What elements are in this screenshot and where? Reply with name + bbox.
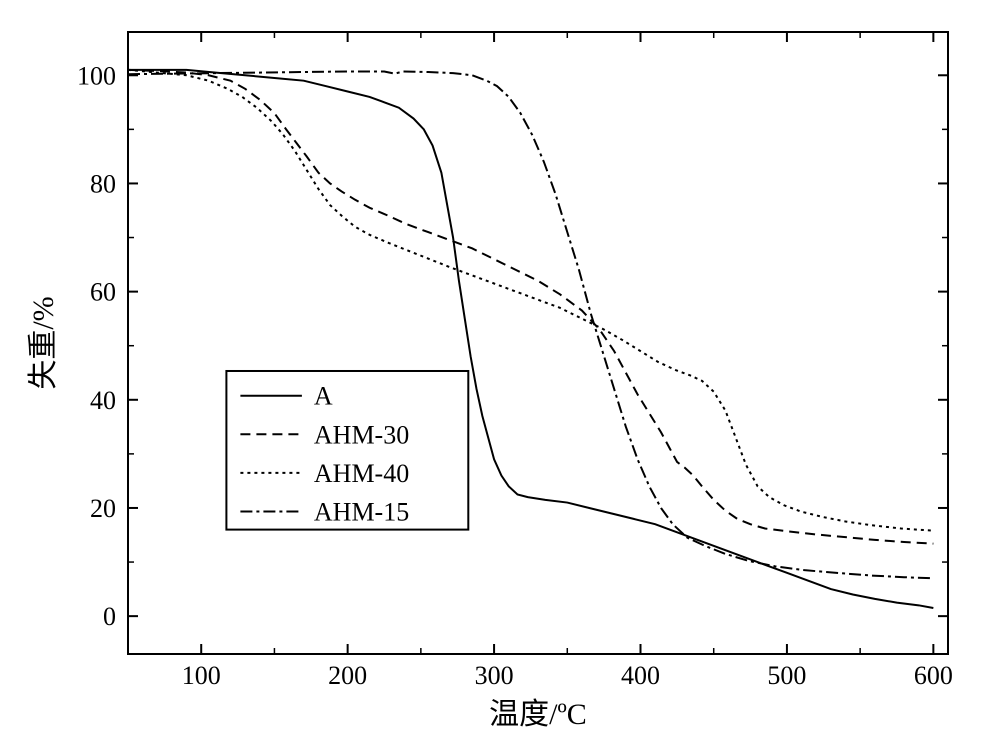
legend-label-AHM-40: AHM-40 — [314, 459, 409, 488]
x-axis-label: 温度/ºC — [489, 698, 587, 731]
y-tick-label: 40 — [90, 386, 116, 415]
y-tick-label: 80 — [90, 169, 116, 198]
chart-svg: 100 200 300 400 500 600 0 20 40 60 80 100 温度/ºC 失重/% A… — [0, 0, 1000, 756]
y-tick-label: 20 — [90, 494, 116, 523]
series-AHM-15 — [128, 71, 933, 578]
legend-label-A: A — [314, 382, 333, 411]
x-tick-label: 600 — [914, 661, 953, 690]
y-axis-label: 失重/% — [27, 296, 60, 389]
series-AHM-40 — [128, 70, 933, 531]
y-tick-label: 0 — [103, 602, 116, 631]
y-tick-label: 100 — [77, 61, 116, 90]
y-tick-label: 60 — [90, 278, 116, 307]
x-tick-label: 100 — [182, 661, 221, 690]
legend-label-AHM-15: AHM-15 — [314, 497, 409, 526]
x-tick-label: 500 — [767, 661, 806, 690]
x-tick-label: 400 — [621, 661, 660, 690]
legend-label-AHM-30: AHM-30 — [314, 420, 409, 449]
series-A — [128, 70, 933, 608]
x-tick-label: 200 — [328, 661, 367, 690]
x-tick-label: 300 — [475, 661, 514, 690]
tga-chart: 100 200 300 400 500 600 0 20 40 60 80 100 温度/ºC 失重/% A… — [0, 0, 1000, 756]
